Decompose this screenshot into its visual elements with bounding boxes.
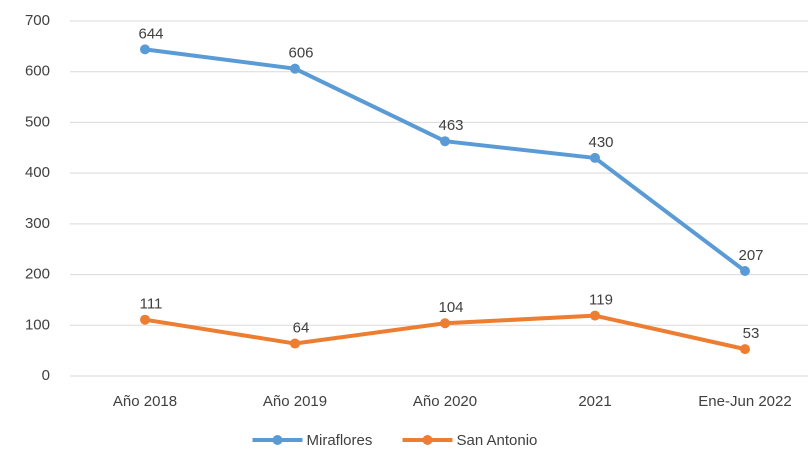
marker (140, 314, 150, 325)
legend-label: Miraflores (307, 432, 373, 449)
marker (440, 318, 450, 329)
y-tick-label: 400 (25, 164, 50, 181)
x-tick-label: Año 2018 (113, 393, 177, 410)
marker (290, 338, 300, 349)
y-tick-label: 200 (25, 266, 50, 283)
legend-label: San Antonio (457, 432, 538, 449)
x-tick-label: Ene-Jun 2022 (698, 393, 791, 410)
x-tick-label: Año 2020 (413, 393, 477, 410)
data-label: 104 (438, 299, 463, 316)
marker (590, 152, 600, 163)
data-label: 644 (138, 25, 163, 42)
x-tick-label: 2021 (578, 393, 611, 410)
legend-marker (272, 435, 283, 445)
data-label: 606 (288, 45, 313, 62)
y-tick-label: 500 (25, 113, 50, 130)
marker (140, 44, 150, 55)
marker (740, 344, 750, 355)
y-tick-label: 600 (25, 63, 50, 80)
y-tick-label: 300 (25, 215, 50, 232)
data-label: 64 (293, 320, 310, 337)
marker (440, 136, 450, 147)
data-label: 430 (588, 134, 613, 151)
data-label: 53 (743, 325, 760, 342)
marker (290, 63, 300, 74)
y-tick-label: 700 (25, 12, 50, 29)
series-line (144, 47, 747, 273)
data-label: 119 (589, 292, 613, 309)
marker (740, 266, 750, 277)
y-tick-label: 0 (42, 367, 50, 384)
y-tick-label: 100 (25, 316, 50, 333)
data-label: 463 (438, 117, 463, 134)
data-label: 207 (738, 247, 763, 264)
data-label: 111 (140, 296, 163, 313)
legend-marker (422, 435, 433, 445)
marker (590, 310, 600, 321)
x-tick-label: Año 2019 (263, 393, 327, 410)
